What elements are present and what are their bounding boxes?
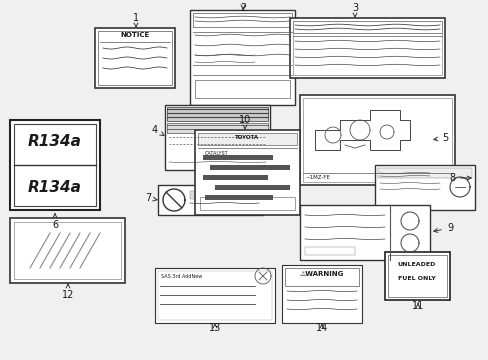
Bar [195,130,299,215]
Bar [195,80,289,98]
Text: SAS 3rd AddNew: SAS 3rd AddNew [161,274,202,279]
Bar [167,107,267,121]
Text: 5: 5 [433,133,447,143]
Text: FUEL ONLY: FUEL ONLY [397,276,435,281]
Bar [200,197,294,210]
Bar [158,185,263,215]
Bar [299,95,454,185]
Bar [215,185,289,190]
Text: 12: 12 [61,284,74,300]
Bar [10,218,125,283]
Bar [167,123,267,133]
Bar [14,124,96,206]
Bar [285,268,358,286]
Bar [384,252,449,300]
Bar [98,31,172,85]
Text: ⚠WARNING: ⚠WARNING [299,271,344,277]
Text: 6: 6 [52,214,58,230]
Text: 7: 7 [144,193,157,203]
Bar [14,222,121,279]
Bar [292,21,441,75]
Bar [155,268,274,323]
Text: R134a: R134a [28,180,82,194]
Bar [305,247,354,255]
Bar [158,271,271,320]
Text: 2: 2 [240,3,245,13]
Text: 11: 11 [411,301,423,311]
Text: 14: 14 [315,323,327,333]
Text: CATALYST: CATALYST [205,151,228,156]
Text: 10: 10 [238,115,251,129]
Bar [204,195,272,200]
Bar [203,175,267,180]
Bar [10,120,100,210]
Bar [190,191,259,199]
Text: 13: 13 [208,323,221,333]
Bar [387,255,446,297]
Bar [377,168,471,178]
Bar [374,165,474,210]
Bar [193,13,291,27]
Bar [198,133,296,145]
Text: 8: 8 [448,173,470,183]
Text: UNLEADED: UNLEADED [397,262,435,267]
Bar [292,21,441,33]
Bar [303,98,451,182]
Bar [203,155,272,160]
Text: 4: 4 [152,125,164,135]
Text: 9: 9 [433,223,452,233]
Bar [95,28,175,88]
Text: TOYOTA: TOYOTA [234,135,259,140]
Bar [190,10,294,105]
Text: NOTICE: NOTICE [120,32,149,38]
Bar [289,18,444,78]
Text: 1: 1 [133,13,139,27]
Bar [299,205,429,260]
Bar [164,105,269,170]
Text: ~1MZ-FE: ~1MZ-FE [305,175,329,180]
Bar [209,165,289,170]
Bar [282,265,361,323]
Text: 3: 3 [351,3,357,17]
Text: R134a: R134a [28,135,82,149]
